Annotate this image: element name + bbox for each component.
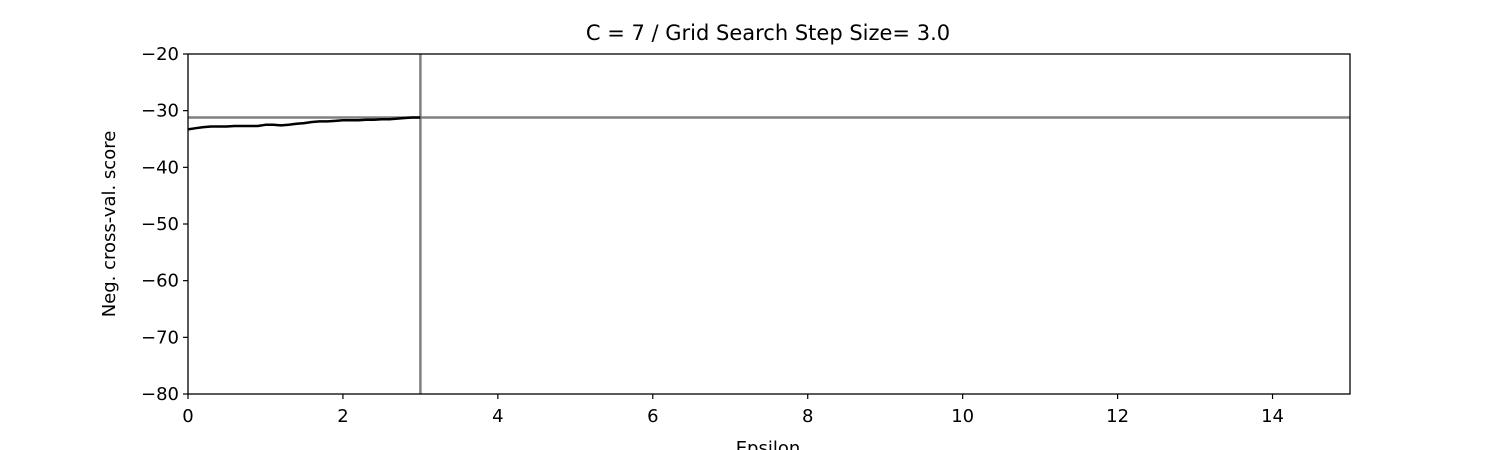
x-tick-label: 6 — [647, 406, 658, 427]
x-tick-label: 8 — [802, 406, 813, 427]
x-tick-label: 10 — [951, 406, 974, 427]
chart-title: C = 7 / Grid Search Step Size= 3.0 — [586, 21, 950, 45]
plot-area — [188, 54, 1350, 394]
y-tick-label: −50 — [141, 214, 179, 235]
x-tick-label: 0 — [182, 406, 193, 427]
y-tick-label: −60 — [141, 271, 179, 292]
x-axis: 0 2 4 6 8 10 12 14 — [182, 394, 1284, 427]
x-axis-label: Epsilon — [736, 438, 801, 450]
y-tick-label: −20 — [141, 44, 179, 65]
series-layer — [187, 116, 421, 131]
y-tick-label: −70 — [141, 327, 179, 348]
y-axis-label: Neg. cross-val. score — [99, 131, 120, 318]
y-tick-label: −40 — [141, 157, 179, 178]
y-tick-label: −30 — [141, 101, 179, 122]
x-tick-label: 4 — [492, 406, 503, 427]
y-tick-label: −80 — [141, 384, 179, 405]
x-tick-label: 14 — [1261, 406, 1284, 427]
y-axis: −80 −70 −60 −50 −40 −30 −20 — [141, 44, 188, 405]
series-line — [187, 116, 421, 131]
x-tick-label: 2 — [337, 406, 348, 427]
reference-lines — [188, 54, 1350, 394]
x-tick-label: 12 — [1106, 406, 1129, 427]
